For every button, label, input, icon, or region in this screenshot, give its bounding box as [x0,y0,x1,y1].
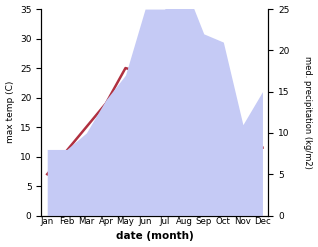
Y-axis label: med. precipitation (kg/m2): med. precipitation (kg/m2) [303,56,313,169]
Y-axis label: max temp (C): max temp (C) [5,81,15,144]
X-axis label: date (month): date (month) [116,231,194,242]
